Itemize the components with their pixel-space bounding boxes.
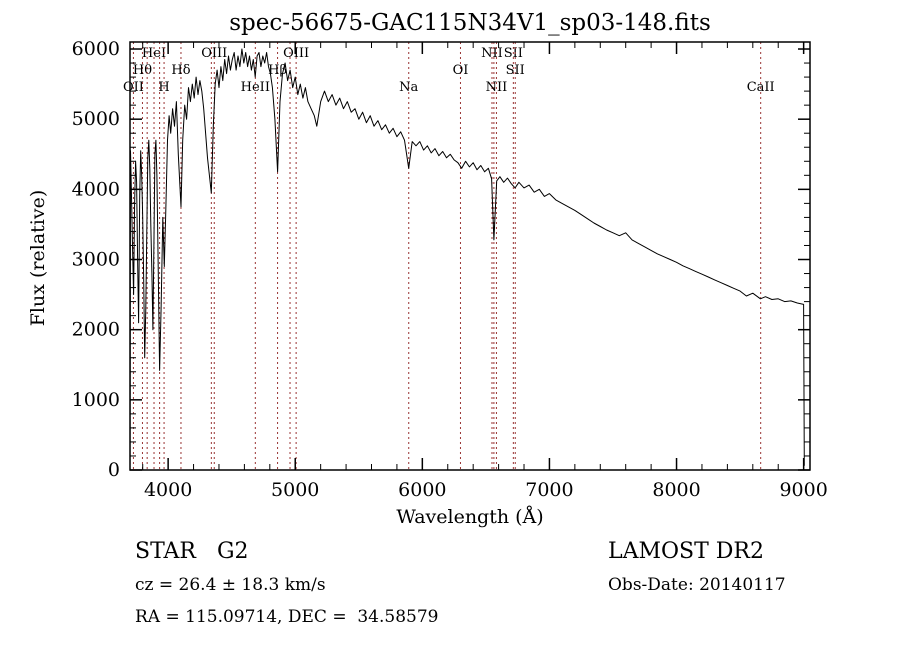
y-tick-label: 1000 — [72, 389, 120, 411]
x-tick-label: 5000 — [271, 479, 319, 501]
x-tick-label: 4000 — [144, 479, 192, 501]
spectral-line-label: HeI — [142, 46, 166, 61]
spectral-line-label: OIII — [283, 46, 309, 61]
y-tick-label: 6000 — [72, 38, 120, 60]
y-tick-label: 3000 — [72, 249, 120, 271]
spectral-line-markers: OIIHθHeIHHδOIIIHeIIHβOIIINaOINIINIISIISI… — [123, 42, 775, 470]
y-axis-label: Flux (relative) — [27, 190, 49, 327]
spectral-line-label: Na — [399, 80, 418, 95]
survey-text: LAMOST DR2 — [608, 539, 764, 564]
y-tick-label: 0 — [108, 459, 120, 481]
axes: 4000 5000 6000 7000 8000 9000 0 1000 2000 3000 400… — [72, 38, 828, 501]
x-axis-label: Wavelength (Å) — [396, 506, 543, 528]
chart-title: spec-56675-GAC115N34V1_sp03-148.fits — [229, 10, 711, 36]
spectral-line-label: H — [158, 80, 169, 95]
x-tick-label: 7000 — [525, 479, 573, 501]
spectral-line-label: OIII — [201, 46, 227, 61]
spectral-line-label: OI — [453, 63, 469, 78]
y-tick-label: 4000 — [72, 178, 120, 200]
spectral-line-label: Hδ — [171, 63, 190, 78]
x-tick-label: 6000 — [398, 479, 446, 501]
spectral-line-label: SII — [506, 63, 525, 78]
obs-date-text: Obs-Date: 20140117 — [608, 575, 786, 595]
spectral-line-label: Hθ — [133, 63, 152, 78]
spectral-line-label: OII — [123, 80, 144, 95]
spectral-line-label: NII — [486, 80, 508, 95]
x-tick-label: 8000 — [652, 479, 700, 501]
x-tick-label: 9000 — [779, 479, 827, 501]
y-tick-label: 2000 — [72, 319, 120, 341]
classification-text: STAR G2 — [135, 539, 249, 564]
spectrum-trace — [129, 48, 805, 466]
spectral-line-label: NII — [481, 46, 503, 61]
spectral-line-label: HeII — [241, 80, 270, 95]
radec-text: RA = 115.09714, DEC = 34.58579 — [135, 607, 439, 627]
cz-text: cz = 26.4 ± 18.3 km/s — [135, 575, 326, 595]
y-tick-label: 5000 — [72, 108, 120, 130]
spectral-line-label: SII — [504, 46, 523, 61]
spectral-line-label: CaII — [747, 80, 775, 95]
